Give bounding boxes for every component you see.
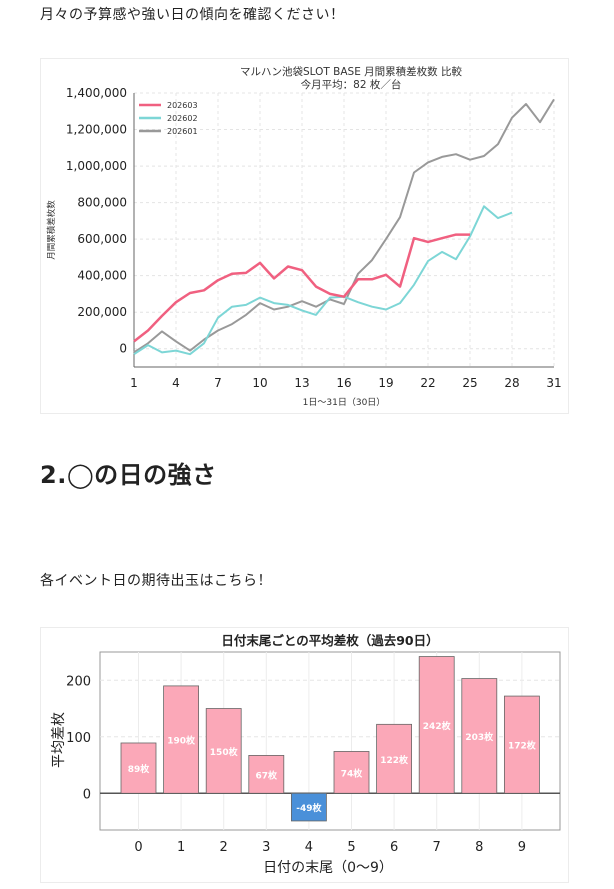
bar-3 — [248, 755, 285, 794]
x-tick-label: 7 — [214, 376, 222, 390]
bar-data-label: 74枚 — [341, 767, 364, 779]
bar-0 — [120, 742, 157, 794]
x-tick-label: 10 — [252, 376, 267, 390]
x-tick-label: 25 — [462, 376, 477, 390]
chart-title: マルハン池袋SLOT BASE 月間累積差枚数 比較 — [240, 65, 463, 78]
x-tick-label: 19 — [378, 376, 393, 390]
bar-data-label: 190枚 — [167, 735, 196, 747]
intro-text: 月々の予算感や強い日の傾向を確認ください！ — [40, 7, 345, 23]
x-axis-label: 1日〜31日（30日） — [303, 397, 386, 408]
y-tick-label: 0 — [83, 787, 91, 802]
x-tick-label: 16 — [336, 376, 351, 390]
y-tick-label: 0 — [119, 342, 127, 356]
x-axis-label: 日付の末尾（0〜9） — [263, 860, 393, 876]
y-tick-label: 800,000 — [77, 196, 127, 210]
bar-data-label: 89枚 — [128, 763, 151, 775]
chart-subtitle: 今月平均：82 枚／台 — [301, 78, 402, 91]
bar-1 — [163, 685, 199, 794]
y-tick-label: 1,000,000 — [66, 159, 127, 173]
bar-data-label: 242枚 — [423, 720, 452, 732]
bar-7 — [418, 656, 455, 794]
y-tick-label: 600,000 — [77, 232, 127, 246]
bar-2 — [205, 708, 242, 794]
series-line-202601 — [133, 98, 555, 354]
bar-4 — [290, 792, 327, 822]
cumulative-line-chart: 1,400,000 1,200,000 1,000,000 800,000 600,00… — [46, 65, 562, 408]
x-tick-label: 4 — [305, 840, 313, 855]
section-heading: 2.◯の日の強さ — [40, 461, 217, 489]
bar-chart-card: 89枚 190枚 150枚 67枚 -49枚 74枚 122枚 242枚 203枚 172枚 200… — [40, 627, 569, 883]
x-tick-label: 28 — [504, 376, 519, 390]
x-tick-label: 2 — [220, 840, 228, 855]
cumulative-chart-card: 1,400,000 1,200,000 1,000,000 800,000 600,00… — [40, 58, 569, 414]
x-tick-label: 22 — [420, 376, 435, 390]
x-tick-label: 4 — [172, 376, 180, 390]
bar-data-label: 122枚 — [380, 754, 409, 766]
x-tick-label: 5 — [347, 840, 355, 855]
x-tick-label: 1 — [177, 840, 185, 855]
y-axis-label: 月間累積差枚数 — [46, 200, 57, 260]
y-tick-label: 1,200,000 — [66, 123, 127, 137]
bar-6 — [376, 723, 413, 794]
x-tick-label: 0 — [134, 840, 142, 855]
intro2-text: 各イベント日の期待出玉はこちら！ — [40, 573, 272, 589]
bar-9 — [503, 695, 540, 794]
x-tick-label: 31 — [546, 376, 561, 390]
legend-label-202602: 202602 — [167, 114, 198, 123]
y-tick-label: 200 — [66, 674, 91, 689]
legend-label-202601: 202601 — [167, 127, 198, 136]
bar-data-label: 67枚 — [256, 769, 279, 781]
series-line-202603 — [133, 233, 470, 343]
bar-8 — [461, 678, 498, 794]
x-tick-label: 9 — [518, 840, 526, 855]
bar-5 — [333, 751, 370, 794]
plot-frame — [99, 651, 561, 831]
x-tick-label: 7 — [433, 840, 441, 855]
y-tick-label: 200,000 — [77, 305, 127, 319]
bar-data-label: 150枚 — [210, 746, 239, 758]
y-axis-label: 平均差枚 — [51, 712, 67, 768]
bar-data-label: 203枚 — [465, 731, 494, 743]
y-tick-label: 1,400,000 — [66, 86, 127, 100]
x-tick-label: 8 — [475, 840, 483, 855]
chart-title: 日付末尾ごとの平均差枚（過去90日） — [221, 633, 438, 648]
x-tick-label: 1 — [130, 376, 138, 390]
x-tick-label: 6 — [390, 840, 398, 855]
date-suffix-bar-chart: 89枚190枚150枚67枚-49枚74枚122枚242枚203枚172枚200… — [51, 633, 561, 876]
x-tick-label: 13 — [294, 376, 309, 390]
bar-data-label: -49枚 — [296, 802, 322, 814]
bar-data-label: 172枚 — [508, 740, 537, 752]
y-tick-label: 100 — [66, 731, 91, 746]
legend-label-202603: 202603 — [167, 101, 198, 110]
series-line-202602 — [133, 205, 513, 356]
x-tick-label: 3 — [262, 840, 270, 855]
y-tick-label: 400,000 — [77, 269, 127, 283]
